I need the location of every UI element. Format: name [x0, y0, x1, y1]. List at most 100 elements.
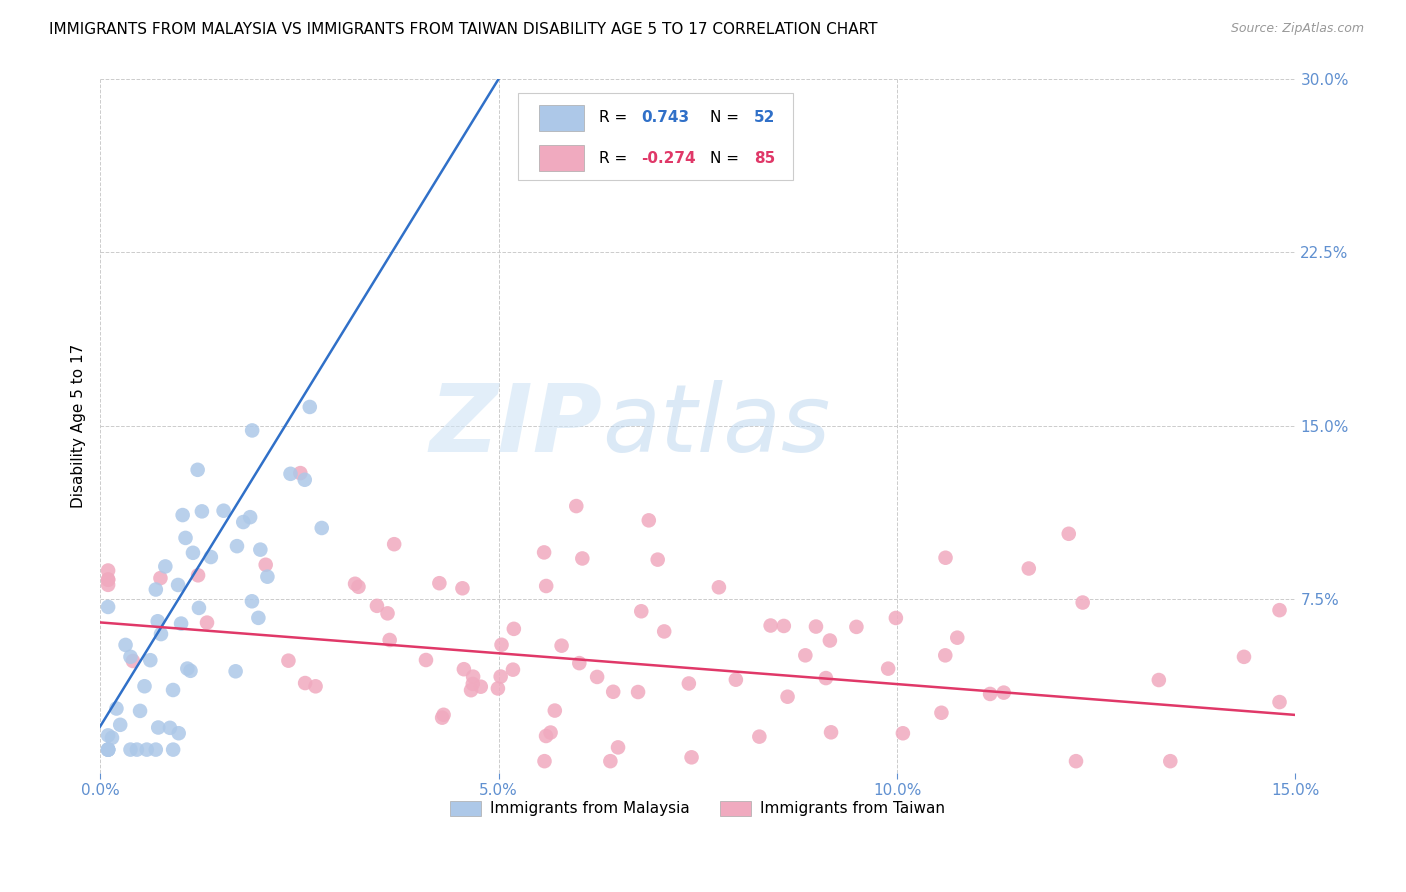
Point: [1147, 673, 1170, 687]
Point: [129, 704, 152, 718]
Point: [931, 706, 953, 720]
Point: [294, 676, 316, 690]
Point: [294, 473, 316, 487]
Point: [550, 639, 572, 653]
Point: [97, 599, 120, 614]
Point: [179, 664, 201, 678]
Point: [139, 653, 162, 667]
Point: [627, 685, 650, 699]
Point: [377, 607, 399, 621]
Point: [1064, 754, 1087, 768]
Point: [979, 687, 1001, 701]
Point: [240, 424, 263, 438]
Point: [884, 611, 907, 625]
Point: [149, 571, 172, 585]
Point: [170, 616, 193, 631]
FancyBboxPatch shape: [519, 93, 793, 179]
Point: [759, 618, 782, 632]
Point: [232, 515, 254, 529]
Point: [1268, 695, 1291, 709]
Point: [105, 701, 128, 715]
Point: [101, 731, 124, 745]
Text: Source: ZipAtlas.com: Source: ZipAtlas.com: [1230, 22, 1364, 36]
Point: [134, 679, 156, 693]
Point: [681, 750, 703, 764]
Point: [162, 742, 184, 756]
Point: [256, 570, 278, 584]
Text: 52: 52: [754, 111, 775, 126]
Point: [181, 546, 204, 560]
Point: [534, 579, 557, 593]
Point: [1057, 526, 1080, 541]
Point: [432, 707, 454, 722]
Point: [277, 654, 299, 668]
Point: [97, 742, 120, 756]
Point: [187, 601, 209, 615]
Point: [602, 685, 624, 699]
Point: [97, 728, 120, 742]
Point: [122, 654, 145, 668]
Point: [461, 677, 484, 691]
Point: [534, 729, 557, 743]
Point: [172, 508, 194, 522]
Point: [845, 620, 868, 634]
FancyBboxPatch shape: [538, 145, 585, 171]
Point: [247, 611, 270, 625]
Point: [1071, 595, 1094, 609]
Text: R =: R =: [599, 151, 631, 166]
Point: [150, 627, 173, 641]
Point: [200, 549, 222, 564]
Point: [533, 754, 555, 768]
Point: [191, 504, 214, 518]
Point: [298, 400, 321, 414]
Point: [652, 624, 675, 639]
Point: [114, 638, 136, 652]
Point: [776, 690, 799, 704]
Text: IMMIGRANTS FROM MALAYSIA VS IMMIGRANTS FROM TAIWAN DISABILITY AGE 5 TO 17 CORREL: IMMIGRANTS FROM MALAYSIA VS IMMIGRANTS F…: [49, 22, 877, 37]
Point: [891, 726, 914, 740]
Point: [946, 631, 969, 645]
Point: [647, 552, 669, 566]
Point: [167, 578, 190, 592]
Point: [187, 568, 209, 582]
Point: [1233, 649, 1256, 664]
Point: [240, 594, 263, 608]
Point: [366, 599, 388, 613]
Y-axis label: Disability Age 5 to 17: Disability Age 5 to 17: [72, 343, 86, 508]
Point: [877, 662, 900, 676]
Point: [1159, 754, 1181, 768]
Point: [429, 576, 451, 591]
Point: [225, 665, 247, 679]
Point: [212, 504, 235, 518]
Point: [599, 754, 621, 768]
Point: [120, 649, 142, 664]
Point: [174, 531, 197, 545]
Point: [993, 685, 1015, 699]
Point: [249, 542, 271, 557]
Point: [97, 742, 120, 756]
Point: [97, 578, 120, 592]
Point: [254, 558, 277, 572]
Point: [162, 683, 184, 698]
Text: N =: N =: [710, 111, 744, 126]
Point: [97, 742, 120, 756]
Point: [565, 499, 588, 513]
Point: [460, 683, 482, 698]
Point: [148, 721, 170, 735]
Point: [502, 622, 524, 636]
Point: [108, 718, 131, 732]
Point: [290, 466, 312, 480]
Point: [533, 545, 555, 559]
Point: [146, 614, 169, 628]
Point: [1018, 561, 1040, 575]
Point: [120, 742, 142, 756]
Point: [159, 721, 181, 735]
Point: [544, 704, 567, 718]
Point: [934, 550, 956, 565]
Point: [239, 510, 262, 524]
Point: [155, 559, 177, 574]
Point: [486, 681, 509, 696]
Point: [145, 742, 167, 756]
Point: [415, 653, 437, 667]
Point: [814, 671, 837, 685]
